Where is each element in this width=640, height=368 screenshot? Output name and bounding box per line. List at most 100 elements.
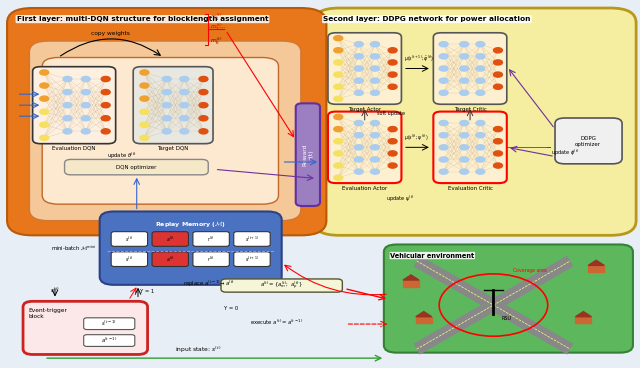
Circle shape [493, 48, 502, 53]
Text: Vehicular environment: Vehicular environment [390, 252, 474, 259]
Text: Target DQN: Target DQN [157, 145, 189, 151]
Circle shape [101, 89, 110, 95]
FancyBboxPatch shape [384, 244, 633, 353]
Circle shape [355, 145, 364, 150]
Circle shape [493, 72, 502, 77]
Circle shape [101, 116, 110, 121]
FancyBboxPatch shape [111, 232, 148, 246]
FancyBboxPatch shape [84, 335, 135, 346]
FancyBboxPatch shape [152, 232, 188, 246]
Text: replace $a^{(t-1)} \to a^{(t)}$: replace $a^{(t-1)} \to a^{(t)}$ [182, 279, 234, 289]
Circle shape [40, 109, 49, 114]
Text: Target Actor: Target Actor [348, 107, 381, 112]
Circle shape [355, 66, 364, 71]
Circle shape [140, 122, 149, 127]
Circle shape [388, 163, 397, 168]
FancyBboxPatch shape [433, 112, 507, 183]
Circle shape [388, 72, 397, 77]
FancyBboxPatch shape [234, 232, 270, 246]
Text: update $\phi^{(t)}$: update $\phi^{(t)}$ [551, 148, 580, 158]
Circle shape [460, 157, 468, 162]
Text: $m_K^{(t)}$: $m_K^{(t)}$ [210, 36, 223, 47]
Circle shape [81, 103, 90, 108]
Circle shape [439, 145, 448, 150]
FancyBboxPatch shape [23, 301, 148, 354]
Text: $s^{(t)}$: $s^{(t)}$ [50, 286, 60, 295]
Circle shape [334, 175, 343, 180]
Text: DQN optimizer: DQN optimizer [116, 164, 157, 170]
Circle shape [334, 139, 343, 144]
Circle shape [101, 103, 110, 108]
Circle shape [371, 157, 380, 162]
Circle shape [334, 48, 343, 53]
Circle shape [476, 120, 485, 125]
FancyBboxPatch shape [111, 252, 148, 266]
FancyBboxPatch shape [555, 118, 622, 164]
Circle shape [476, 169, 485, 174]
Circle shape [334, 84, 343, 89]
Polygon shape [588, 260, 604, 265]
Circle shape [180, 129, 189, 134]
Circle shape [63, 129, 72, 134]
Text: Y = 1: Y = 1 [140, 289, 154, 294]
Circle shape [439, 54, 448, 59]
Circle shape [493, 151, 502, 156]
Text: Event-trigger
block: Event-trigger block [28, 308, 67, 319]
Circle shape [460, 90, 468, 95]
Circle shape [371, 54, 380, 59]
Text: Reward
r(t): Reward r(t) [303, 144, 313, 166]
Circle shape [355, 120, 364, 125]
Text: $s^{(t+1)}$: $s^{(t+1)}$ [244, 234, 259, 244]
Circle shape [388, 139, 397, 144]
Circle shape [199, 77, 208, 82]
Circle shape [163, 103, 172, 108]
Circle shape [334, 96, 343, 102]
FancyBboxPatch shape [193, 232, 229, 246]
Text: Evaluation Actor: Evaluation Actor [342, 186, 387, 191]
Text: Target Critic: Target Critic [454, 107, 486, 112]
Circle shape [371, 66, 380, 71]
Text: $a^{(t)} = \{a_m^{(t)};\ a_p^{(t)}\}$: $a^{(t)} = \{a_m^{(t)};\ a_p^{(t)}\}$ [260, 280, 303, 291]
Circle shape [371, 132, 380, 138]
Text: Y = 0: Y = 0 [224, 306, 239, 311]
Circle shape [493, 60, 502, 65]
Text: $\mu(s^{(t+1)};\bar{\varphi}^{(t)})$: $\mu(s^{(t+1)};\bar{\varphi}^{(t)})$ [404, 53, 435, 64]
Circle shape [476, 90, 485, 95]
Circle shape [334, 151, 343, 156]
Circle shape [199, 129, 208, 134]
Bar [403, 280, 419, 287]
Text: Replay Memory ($\mathcal{M}$): Replay Memory ($\mathcal{M}$) [155, 219, 227, 229]
Circle shape [40, 70, 49, 75]
Text: Coverage area: Coverage area [513, 268, 546, 273]
Circle shape [439, 132, 448, 138]
Circle shape [334, 60, 343, 65]
Bar [588, 265, 604, 272]
Circle shape [40, 96, 49, 101]
Polygon shape [416, 312, 432, 317]
Text: First layer: multi-DQN structure for blocklength assignment: First layer: multi-DQN structure for blo… [17, 16, 268, 22]
Circle shape [439, 157, 448, 162]
Text: $s^{(t+1)}$: $s^{(t+1)}$ [244, 255, 259, 264]
Text: $\mu(s^{(t)};\psi^{(t)})$: $\mu(s^{(t)};\psi^{(t)})$ [404, 132, 429, 143]
Circle shape [460, 66, 468, 71]
Circle shape [163, 89, 172, 95]
FancyBboxPatch shape [234, 252, 270, 266]
FancyBboxPatch shape [29, 41, 301, 221]
Text: Second layer: DDPG network for power allocation: Second layer: DDPG network for power all… [323, 16, 531, 22]
Circle shape [493, 127, 502, 132]
Text: input state: $s^{(t)}$: input state: $s^{(t)}$ [175, 345, 222, 355]
Circle shape [388, 84, 397, 89]
Circle shape [81, 129, 90, 134]
Circle shape [199, 89, 208, 95]
Circle shape [163, 77, 172, 82]
Circle shape [355, 54, 364, 59]
FancyBboxPatch shape [152, 252, 188, 266]
Circle shape [476, 42, 485, 47]
Circle shape [460, 78, 468, 83]
Circle shape [355, 132, 364, 138]
Text: DDPG
optimizer: DDPG optimizer [575, 136, 601, 146]
FancyBboxPatch shape [26, 15, 307, 229]
FancyBboxPatch shape [133, 67, 213, 144]
FancyBboxPatch shape [296, 103, 320, 206]
Text: soft update: soft update [378, 111, 406, 116]
